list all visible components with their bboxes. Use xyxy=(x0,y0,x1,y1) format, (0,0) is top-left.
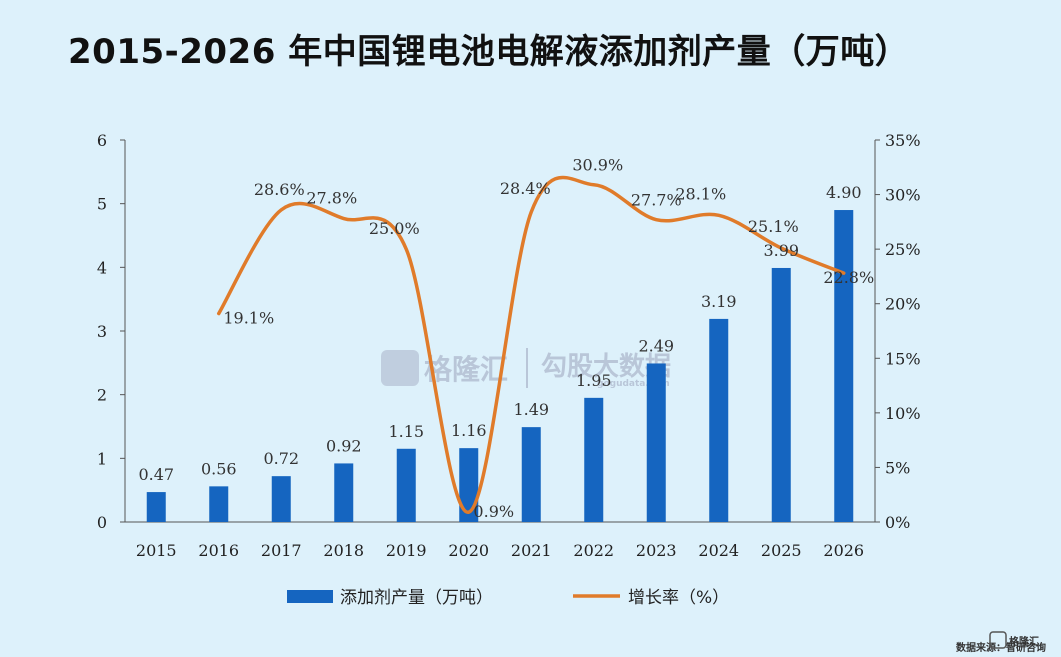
watermark: 格隆汇 勾股大数据 gogudata.com xyxy=(381,348,671,389)
x-tick-label: 2015 xyxy=(136,541,177,560)
footer-logo-text: 格隆汇 xyxy=(1009,635,1039,648)
watermark-logo-icon xyxy=(381,350,419,386)
x-tick-label: 2020 xyxy=(448,541,489,560)
growth-value-label: 0.9% xyxy=(473,502,514,521)
growth-value-label: 30.9% xyxy=(572,156,623,175)
bar-2017 xyxy=(271,476,291,522)
data-labels: 0.47 0.56 0.72 0.92 1.15 1.16 1.49 1.95 2.49 3.19… xyxy=(138,156,874,521)
left-tick-label: 5 xyxy=(97,195,107,214)
bar-2019 xyxy=(396,448,416,522)
bar-value-label: 1.49 xyxy=(513,400,549,419)
bar-value-label: 1.15 xyxy=(388,422,424,441)
bar-2016 xyxy=(209,486,229,522)
bar-value-label: 0.72 xyxy=(263,449,299,468)
bar-2026 xyxy=(834,210,854,523)
right-tick-label: 30% xyxy=(885,186,921,205)
growth-value-label: 22.8% xyxy=(823,268,874,287)
growth-value-label: 19.1% xyxy=(223,309,274,328)
left-tick-label: 6 xyxy=(97,131,107,150)
legend-line-label: 增长率（%） xyxy=(628,588,729,608)
right-tick-label: 25% xyxy=(885,240,921,259)
x-tick-label: 2023 xyxy=(636,541,677,560)
bar-2021 xyxy=(521,427,541,522)
bar-value-label: 0.56 xyxy=(201,459,237,478)
growth-value-label: 25.1% xyxy=(748,217,799,236)
bar-value-label: 1.95 xyxy=(576,371,612,390)
chart-title: 2015-2026 年中国锂电池电解液添加剂产量（万吨） xyxy=(68,32,910,72)
growth-value-label: 27.8% xyxy=(306,189,357,208)
bar-value-label: 3.99 xyxy=(763,241,799,260)
growth-value-label: 27.7% xyxy=(631,191,682,210)
left-tick-label: 0 xyxy=(97,513,107,532)
legend-bar-label: 添加剂产量（万吨） xyxy=(340,588,493,608)
bar-value-label: 0.92 xyxy=(326,436,362,455)
right-tick-label: 10% xyxy=(885,404,921,423)
right-tick-label: 5% xyxy=(885,458,910,477)
x-tick-label: 2017 xyxy=(261,541,302,560)
x-tick-label: 2026 xyxy=(823,541,864,560)
line-series xyxy=(217,175,846,514)
bar-2018 xyxy=(334,463,354,522)
x-tick-label: 2016 xyxy=(198,541,239,560)
right-tick-label: 20% xyxy=(885,295,921,314)
left-tick-label: 1 xyxy=(97,449,107,468)
left-tick-label: 2 xyxy=(97,386,107,405)
left-tick-label: 4 xyxy=(97,258,107,277)
bar-series xyxy=(146,210,854,523)
x-tick-label: 2022 xyxy=(573,541,614,560)
legend-bar-swatch xyxy=(287,590,333,603)
bar-2022 xyxy=(584,397,604,522)
growth-value-label: 28.4% xyxy=(500,179,551,198)
right-tick-label: 0% xyxy=(885,513,910,532)
x-tick-label: 2021 xyxy=(511,541,552,560)
bar-value-label: 0.47 xyxy=(138,465,174,484)
watermark-url: gogudata.com xyxy=(597,379,670,389)
x-tick-label: 2024 xyxy=(698,541,739,560)
left-tick-label: 3 xyxy=(97,322,107,341)
bar-2023 xyxy=(646,363,666,522)
bar-value-label: 1.16 xyxy=(451,421,487,440)
x-tick-label: 2018 xyxy=(323,541,364,560)
legend: 添加剂产量（万吨） 增长率（%） xyxy=(287,588,729,608)
growth-value-label: 25.0% xyxy=(369,219,420,238)
bar-2015 xyxy=(146,492,166,522)
bar-value-label: 3.19 xyxy=(701,292,737,311)
right-tick-label: 15% xyxy=(885,349,921,368)
x-tick-label: 2025 xyxy=(761,541,802,560)
bar-2025 xyxy=(771,267,791,522)
axes: 0 1 2 3 4 5 6 0% 5% 10% 15% 20% 25% 30% 35% 2015 2016 201… xyxy=(97,131,921,560)
footer-logo-icon xyxy=(989,631,1007,649)
footer: 数据来源：智研咨询 格隆汇 xyxy=(956,631,1046,654)
growth-value-label: 28.6% xyxy=(254,180,305,199)
bar-value-label: 2.49 xyxy=(638,336,674,355)
right-tick-label: 35% xyxy=(885,131,921,150)
x-tick-label: 2019 xyxy=(386,541,427,560)
growth-rate-line xyxy=(217,175,846,514)
bar-value-label: 4.90 xyxy=(826,183,862,202)
watermark-brand: 格隆汇 xyxy=(424,353,508,386)
bar-2024 xyxy=(709,318,729,522)
growth-value-label: 28.1% xyxy=(675,184,726,203)
